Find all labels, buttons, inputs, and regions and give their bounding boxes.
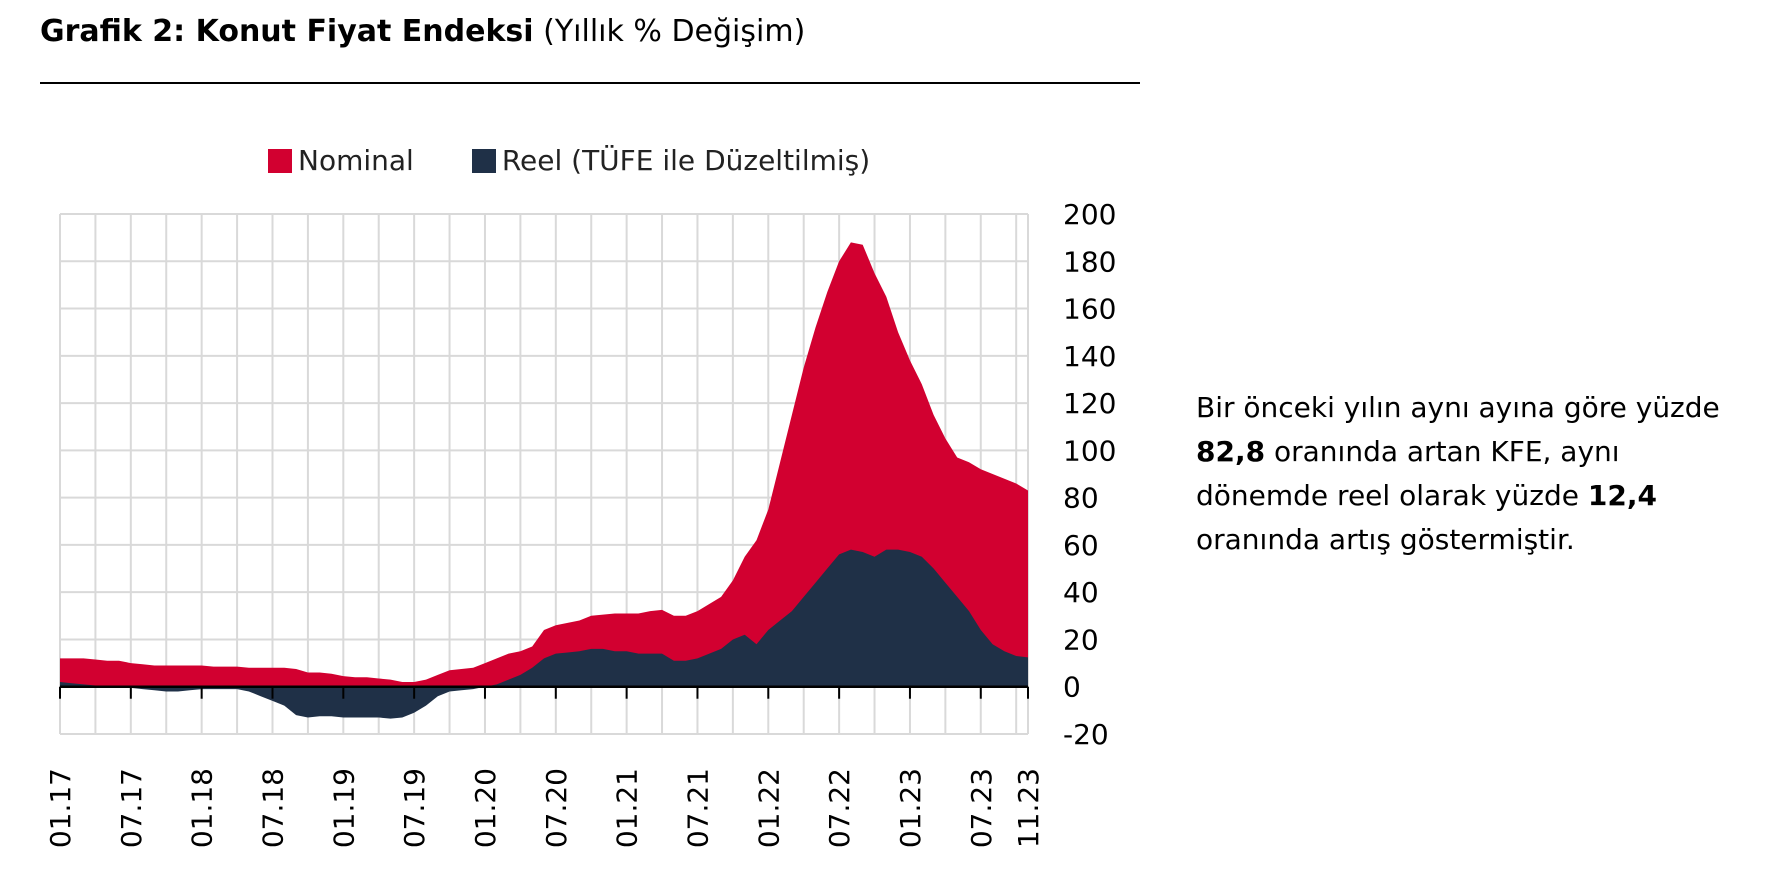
- y-tick-label: 100: [1063, 434, 1116, 467]
- x-tick-label: 07.20: [540, 768, 573, 848]
- note-line4: oranında artış göstermiştir.: [1196, 523, 1575, 556]
- y-tick-label: 20: [1063, 623, 1099, 656]
- x-tick-label: 01.23: [894, 768, 927, 848]
- title-divider: [40, 82, 1140, 84]
- legend-item-reel: Reel (TÜFE ile Düzeltilmiş): [471, 144, 871, 177]
- x-tick-label: 07.17: [115, 768, 148, 848]
- y-tick-label: 180: [1063, 245, 1116, 278]
- x-tick-label: 01.17: [44, 768, 77, 848]
- legend-swatch-nominal: [268, 148, 292, 173]
- y-tick-label: 80: [1063, 482, 1099, 515]
- y-tick-label: 140: [1063, 340, 1116, 373]
- y-tick-label: 0: [1063, 671, 1081, 704]
- y-tick-label: 200: [1063, 198, 1116, 231]
- side-note: Bir önceki yılın aynı ayına göre yüzde 8…: [1196, 386, 1766, 562]
- x-tick-label: 07.21: [681, 768, 714, 848]
- chart-title-main: Grafik 2: Konut Fiyat Endeksi: [40, 14, 534, 49]
- legend-item-nominal: Nominal: [268, 144, 414, 177]
- chart-title-sub: (Yıllık % Değişim): [543, 14, 806, 49]
- series-area-nominal: [60, 242, 1028, 687]
- x-tick-label: 01.20: [469, 768, 502, 848]
- x-tick-label: 07.22: [823, 768, 856, 848]
- y-tick-label: 160: [1063, 293, 1116, 326]
- x-tick-label: 07.23: [965, 768, 998, 848]
- note-line1: Bir önceki yılın aynı ayına göre yüzde: [1196, 391, 1720, 424]
- y-tick-label: -20: [1063, 718, 1109, 751]
- y-tick-label: 60: [1063, 529, 1099, 562]
- note-line3: dönemde reel olarak yüzde: [1196, 479, 1588, 512]
- note-value1: 82,8: [1196, 435, 1266, 468]
- note-line2: oranında artan KFE, aynı: [1265, 435, 1620, 468]
- x-tick-label: 01.22: [752, 768, 785, 848]
- x-tick-label: 07.19: [398, 768, 431, 848]
- x-tick-label: 11.23: [1012, 768, 1045, 848]
- y-tick-label: 120: [1063, 387, 1116, 420]
- legend-label-nominal: Nominal: [298, 144, 414, 177]
- chart-title: Grafik 2: Konut Fiyat Endeksi (Yıllık % …: [40, 14, 805, 49]
- chart-legend: Nominal Reel (TÜFE ile Düzeltilmiş): [268, 144, 870, 177]
- x-tick-label: 07.18: [256, 768, 289, 848]
- legend-label-reel: Reel (TÜFE ile Düzeltilmiş): [501, 144, 871, 177]
- x-tick-label: 01.19: [327, 768, 360, 848]
- legend-swatch-reel: [471, 148, 496, 173]
- x-tick-label: 01.21: [611, 768, 644, 848]
- note-value2: 12,4: [1587, 479, 1657, 512]
- y-tick-label: 40: [1063, 576, 1099, 609]
- x-tick-label: 01.18: [186, 768, 219, 848]
- series-area-reel: [60, 549, 1028, 719]
